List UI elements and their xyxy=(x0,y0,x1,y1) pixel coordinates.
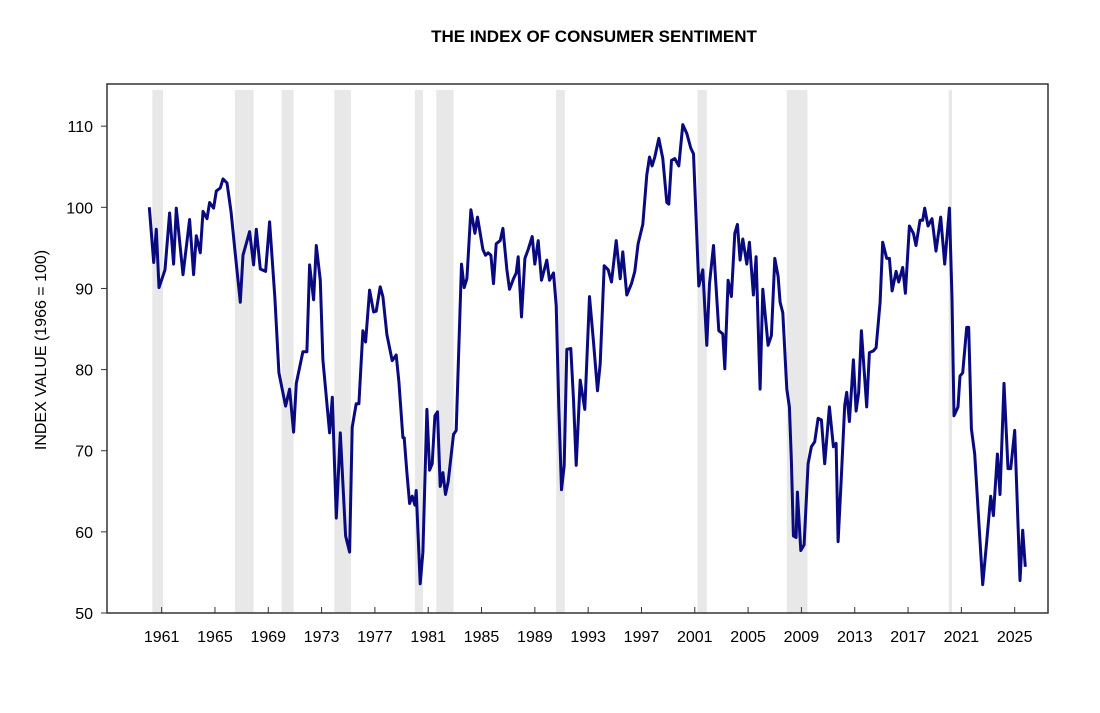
recession-band xyxy=(697,90,707,613)
plot-frame xyxy=(106,83,1049,614)
y-tick-label: 80 xyxy=(75,363,93,380)
y-tick-label: 50 xyxy=(75,606,93,623)
x-tick-label: 2017 xyxy=(890,629,926,646)
x-tick-label: 2013 xyxy=(837,629,873,646)
y-tick-label: 100 xyxy=(66,200,93,217)
y-axis-label: INDEX VALUE (1966 = 100) xyxy=(33,250,50,450)
y-tick-label: 70 xyxy=(75,444,93,461)
recession-band xyxy=(556,90,565,613)
x-tick-label: 1969 xyxy=(250,629,286,646)
series-layer xyxy=(147,123,1027,587)
recession-band xyxy=(436,90,454,613)
recession-band xyxy=(948,90,953,613)
recession-band xyxy=(152,90,163,613)
x-tick-label: 1997 xyxy=(624,629,660,646)
y-tick-label: 90 xyxy=(75,281,93,298)
x-tick-label: 2025 xyxy=(997,629,1033,646)
x-tick-label: 1989 xyxy=(517,629,553,646)
recession-band xyxy=(234,90,254,613)
chart-title: THE INDEX OF CONSUMER SENTIMENT xyxy=(431,27,757,46)
recession-band xyxy=(281,90,294,613)
y-tick-label: 110 xyxy=(67,119,93,136)
x-tick-label: 1973 xyxy=(304,629,340,646)
x-tick-label: 2021 xyxy=(944,629,980,646)
x-tick-label: 1981 xyxy=(410,629,446,646)
recession-band xyxy=(414,90,423,613)
x-tick-label: 1961 xyxy=(144,629,180,646)
x-tick-label: 1965 xyxy=(197,629,233,646)
x-tick-label: 1977 xyxy=(357,629,393,646)
x-tick-label: 2005 xyxy=(730,629,766,646)
x-tick-label: 2009 xyxy=(784,629,820,646)
recession-shading xyxy=(152,90,953,613)
sentiment-line xyxy=(147,123,1027,587)
x-tick-label: 1993 xyxy=(570,629,606,646)
x-tick-label: 2001 xyxy=(677,629,713,646)
recession-band xyxy=(334,90,351,613)
y-axis: 50 60 70 80 90 100 110 xyxy=(66,119,107,623)
x-axis: 1961 1965 1969 1973 1977 1981 1985 1989 1993 1997… xyxy=(144,607,1033,646)
x-tick-label: 1985 xyxy=(464,629,500,646)
y-tick-label: 60 xyxy=(75,525,93,542)
